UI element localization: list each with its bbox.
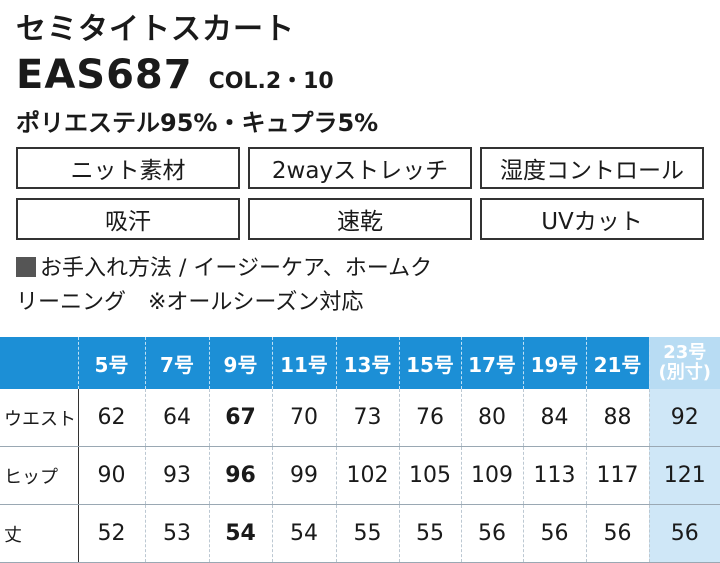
- product-name: セミタイトスカート: [16, 12, 295, 47]
- table-cell: 117: [586, 446, 650, 505]
- table-cell: 56: [586, 504, 650, 563]
- feature-badge: 吸汗: [16, 198, 240, 240]
- table-cell: 70: [272, 389, 337, 447]
- size-header: 17号: [461, 337, 524, 389]
- row-label-length: 丈: [0, 504, 79, 563]
- table-cell: 99: [272, 446, 337, 505]
- feature-badge: 湿度コントロール: [480, 147, 704, 189]
- table-cell: 54: [209, 504, 273, 563]
- size-header: 11号: [272, 337, 337, 389]
- table-cell: 56: [461, 504, 524, 563]
- special-size-label: 23号: [663, 342, 707, 363]
- table-cell: 52: [78, 504, 146, 563]
- row-label-hip: ヒップ: [0, 446, 79, 505]
- table-cell: 56: [649, 504, 720, 563]
- size-header: 13号: [336, 337, 400, 389]
- row-label-waist: ウエスト: [0, 389, 79, 447]
- feature-badge: UVカット: [480, 198, 704, 240]
- table-cell: 90: [78, 446, 146, 505]
- table-cell: 53: [145, 504, 210, 563]
- header-corner: [0, 337, 79, 389]
- table-cell: 64: [145, 389, 210, 447]
- table-cell: 113: [523, 446, 587, 505]
- table-cell: 92: [649, 389, 720, 447]
- table-cell: 80: [461, 389, 524, 447]
- table-cell: 67: [209, 389, 273, 447]
- table-row: ウエスト 62 64 67 70 73 76 80 84 88 92: [0, 389, 720, 447]
- table-cell: 55: [399, 504, 462, 563]
- table-cell: 121: [649, 446, 720, 505]
- size-table: 5号 7号 9号 11号 13号 15号 17号 19号 21号 23号 (別寸…: [0, 337, 720, 563]
- size-header: 21号: [586, 337, 650, 389]
- care-line-1: お手入れ方法 / イージーケア、ホームク: [40, 256, 433, 281]
- table-row: ヒップ 90 93 96 99 102 105 109 113 117 121: [0, 446, 720, 505]
- feature-badges: ニット素材 2wayストレッチ 湿度コントロール 吸汗 速乾 UVカット: [16, 147, 704, 240]
- table-cell: 76: [399, 389, 462, 447]
- care-line-2: リーニング ※オールシーズン対応: [16, 290, 364, 315]
- color-codes: COL.2・10: [208, 69, 334, 94]
- size-header: 5号: [78, 337, 146, 389]
- special-size-note: (別寸): [658, 362, 711, 383]
- table-cell: 73: [336, 389, 400, 447]
- feature-badge: 速乾: [248, 198, 472, 240]
- table-cell: 96: [209, 446, 273, 505]
- square-bullet-icon: [16, 257, 36, 277]
- size-header: 19号: [523, 337, 587, 389]
- table-cell: 109: [461, 446, 524, 505]
- material-composition: ポリエステル95%・キュプラ5%: [16, 109, 379, 137]
- size-header-special: 23号 (別寸): [649, 337, 720, 389]
- table-cell: 55: [336, 504, 400, 563]
- table-cell: 105: [399, 446, 462, 505]
- table-cell: 56: [523, 504, 587, 563]
- size-header: 15号: [399, 337, 462, 389]
- table-row: 丈 52 53 54 54 55 55 56 56 56 56: [0, 504, 720, 563]
- product-code: EAS687: [16, 52, 193, 98]
- size-header-row: 5号 7号 9号 11号 13号 15号 17号 19号 21号 23号 (別寸…: [0, 337, 720, 389]
- size-header: 9号: [209, 337, 273, 389]
- feature-badge: ニット素材: [16, 147, 240, 189]
- table-cell: 54: [272, 504, 337, 563]
- product-code-row: EAS687 COL.2・10: [16, 52, 334, 98]
- table-cell: 102: [336, 446, 400, 505]
- care-instructions: お手入れ方法 / イージーケア、ホームク リーニング ※オールシーズン対応: [16, 252, 496, 320]
- feature-badge: 2wayストレッチ: [248, 147, 472, 189]
- table-cell: 93: [145, 446, 210, 505]
- table-cell: 84: [523, 389, 587, 447]
- table-cell: 88: [586, 389, 650, 447]
- size-header: 7号: [145, 337, 210, 389]
- table-cell: 62: [78, 389, 146, 447]
